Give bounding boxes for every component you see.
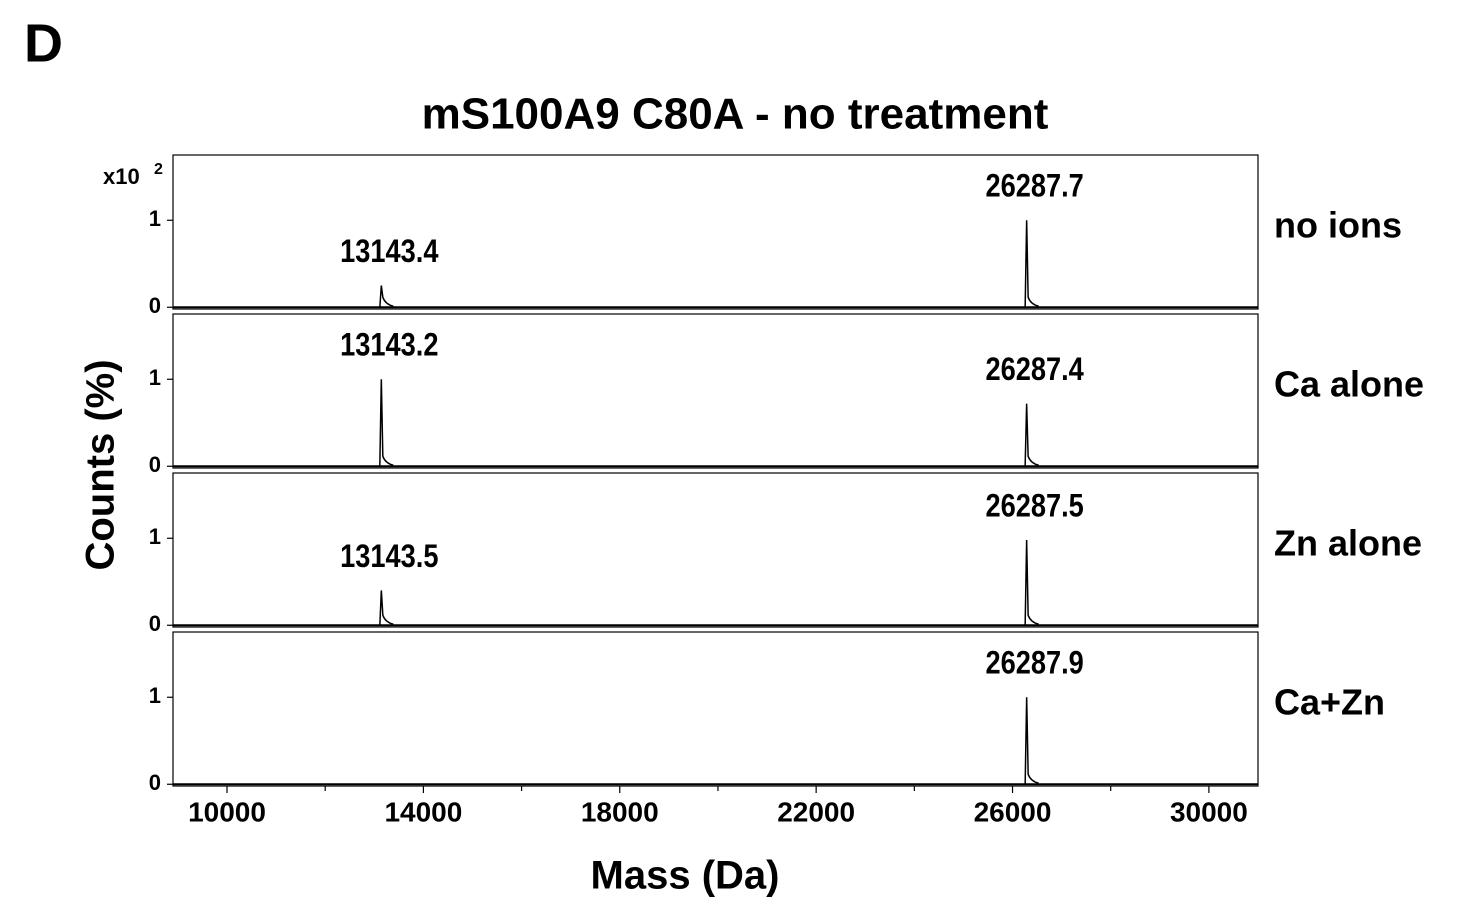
peak-label: 13143.4 xyxy=(340,234,439,270)
y-tick-label: 1 xyxy=(149,524,161,549)
peak-label: 13143.5 xyxy=(340,539,438,575)
y-tick-label: 0 xyxy=(149,293,161,318)
peak-label: 26287.7 xyxy=(985,169,1083,205)
x-tick-label: 22000 xyxy=(777,796,855,827)
peak-label: 26287.9 xyxy=(986,646,1084,682)
x-tick-label: 26000 xyxy=(974,796,1052,827)
peak xyxy=(1024,403,1039,467)
panel-frame xyxy=(172,154,1259,310)
panel-frame xyxy=(172,631,1259,787)
peak-label: 26287.4 xyxy=(985,352,1084,388)
y-tick-label: 1 xyxy=(149,365,161,390)
panel-frame xyxy=(172,313,1259,469)
y-tick-label: 1 xyxy=(149,683,161,708)
panel-name: no ions xyxy=(1274,205,1402,246)
panel-name: Zn alone xyxy=(1274,523,1422,564)
y-multiplier: x10 xyxy=(103,164,140,189)
y-multiplier-exponent: 2 xyxy=(154,161,163,178)
x-tick-label: 10000 xyxy=(188,796,266,827)
y-tick-label: 0 xyxy=(149,770,161,795)
y-tick-label: 1 xyxy=(149,206,161,231)
peak xyxy=(379,379,394,467)
x-tick-label: 14000 xyxy=(384,796,462,827)
peak xyxy=(1024,220,1039,308)
panel-frame xyxy=(172,472,1259,628)
panel-label: D xyxy=(24,13,63,73)
panel-name: Ca alone xyxy=(1274,364,1424,405)
peak-label: 13143.2 xyxy=(340,328,438,364)
y-axis-label: Counts (%) xyxy=(79,359,123,570)
peak xyxy=(1024,539,1039,626)
peak xyxy=(379,590,394,626)
y-tick-label: 0 xyxy=(149,611,161,636)
x-tick-label: 30000 xyxy=(1170,796,1248,827)
chart-title: mS100A9 C80A - no treatment xyxy=(422,90,1049,139)
peak xyxy=(379,285,394,308)
x-axis-label: Mass (Da) xyxy=(591,854,780,898)
y-tick-label: 0 xyxy=(149,452,161,477)
x-tick-label: 18000 xyxy=(581,796,659,827)
panel-name: Ca+Zn xyxy=(1274,682,1385,723)
peak xyxy=(1024,697,1039,785)
peak-label: 26287.5 xyxy=(985,488,1083,524)
